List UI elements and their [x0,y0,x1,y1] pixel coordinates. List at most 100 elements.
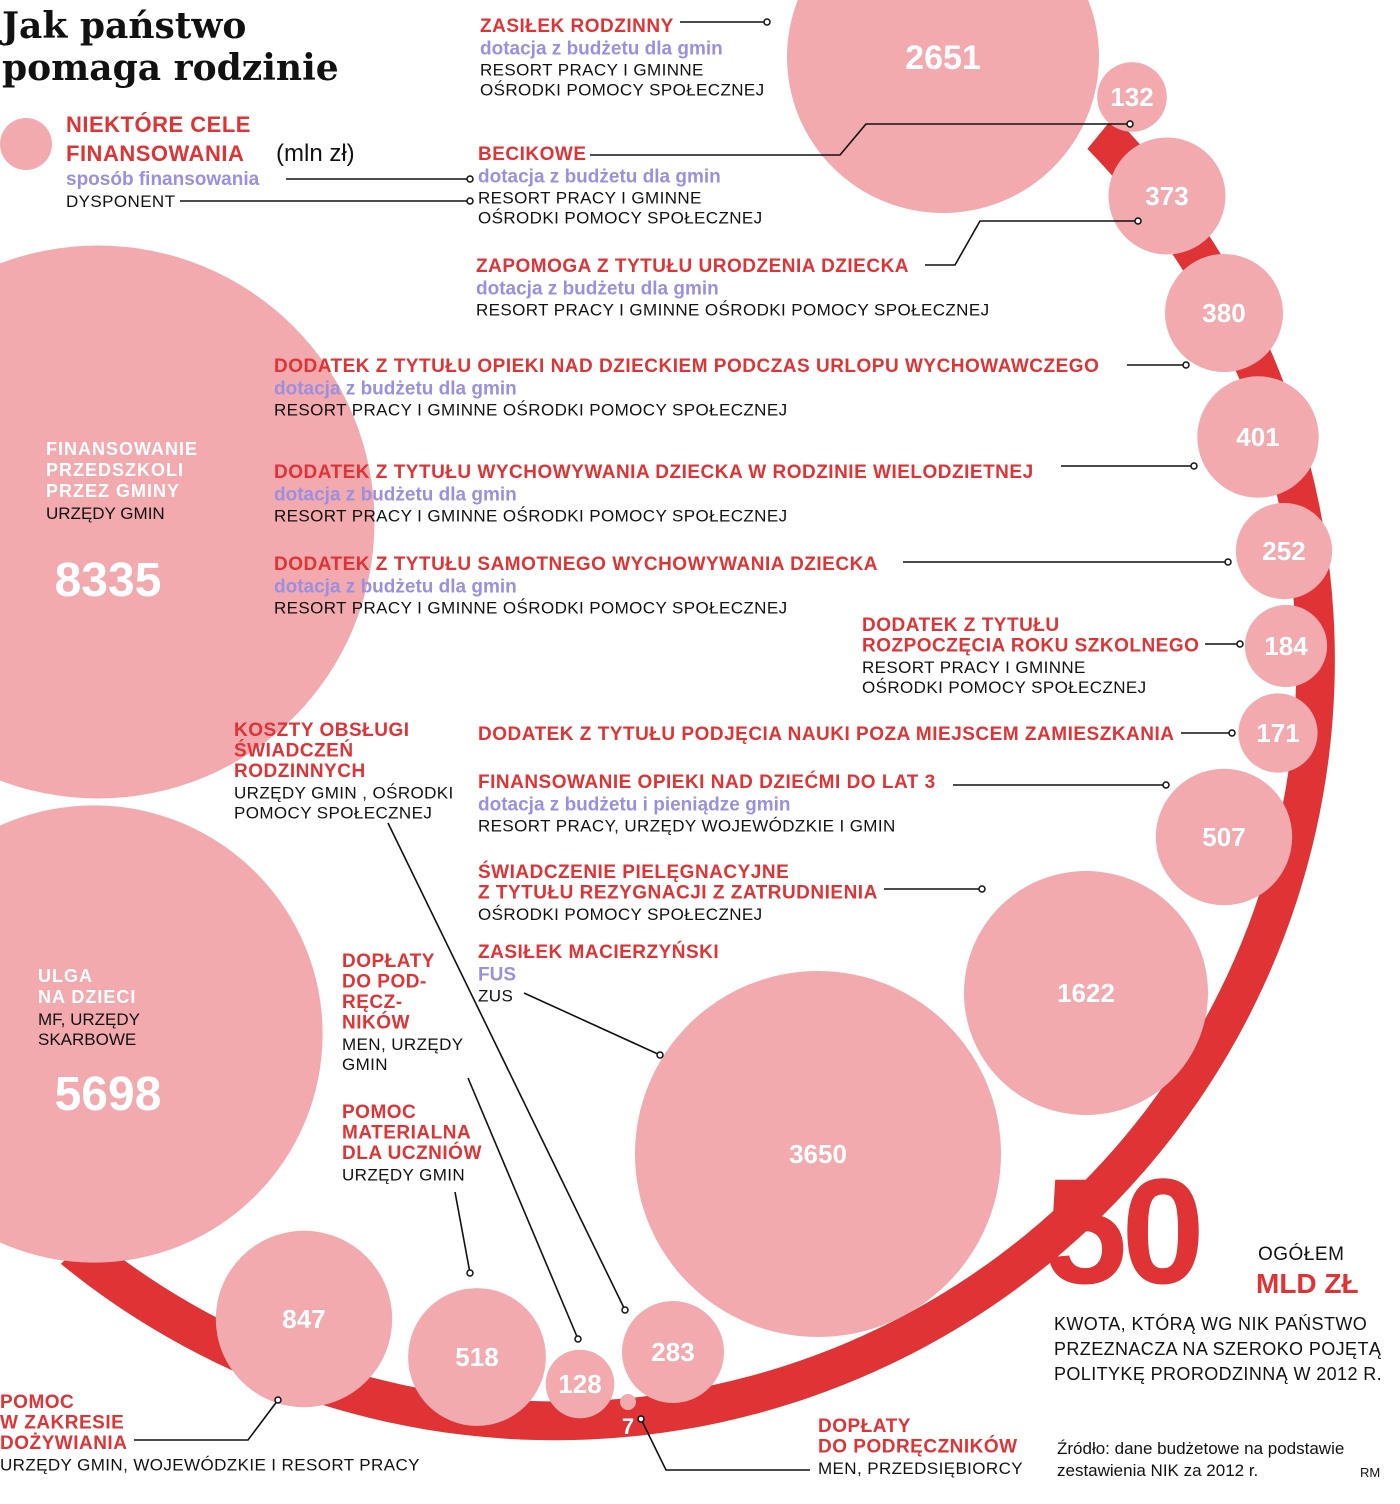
leader-dot [1236,640,1244,648]
leader-dot [763,18,771,26]
item-disposer: RESORT PRACY I GMINNE [478,189,702,208]
leader-dot [978,885,986,893]
leader-line [640,1418,810,1471]
legend-bubble [0,118,52,170]
item-name: DODATEK Z TYTUŁU SAMOTNEGO WYCHOWYWANIA … [274,554,878,575]
bubble-value: 847 [282,1304,325,1334]
leader-line [590,123,1130,156]
item-method: dotacja z budżetu dla gmin [476,279,719,300]
item-name: PRZEZ GMINY [46,481,180,501]
item-disposer: OŚRODKI POMOCY SPOŁECZNEJ [480,81,765,100]
bubble [0,805,323,1263]
item-disposer: POMOCY SPOŁECZNEJ [234,804,432,823]
bubble [620,1394,636,1410]
leader-dot [574,1335,582,1343]
item-name: DO PODRĘCZNIKÓW [818,1436,1018,1458]
bubble [1244,604,1328,688]
item-name: MATERIALNA [342,1123,471,1144]
leader-dot [656,1051,664,1059]
item-name: DODATEK Z TYTUŁU OPIEKI NAD DZIECKIEM PO… [274,356,1099,377]
legend-label: NIEKTÓRE CELE FINANSOWANIA [66,112,258,166]
bubble [1097,62,1167,132]
item-name: ZASIŁEK MACIERZYŃSKI [478,941,719,963]
bubble-value: 184 [1264,631,1308,661]
item-disposer: RESORT PRACY, URZĘDY WOJEWÓDZKIE I GMIN [478,817,896,836]
bubble [408,1288,546,1426]
item-disposer: RESORT PRACY I GMINNE OŚRODKI POMOCY SPO… [274,401,787,420]
legend-unit: (mln zł) [276,140,355,167]
bubble [1197,376,1319,498]
item-disposer: MEN, PRZEDSIĘBIORCY [818,1459,1023,1478]
item-method: dotacja z budżetu dla gmin [478,167,721,188]
item-name: DO POD- [342,972,427,993]
leader-dot [621,1306,629,1314]
item-name: DOPŁATY [818,1416,911,1437]
bubble-value: 380 [1202,298,1245,328]
item-name: ROZPOCZĘCIA ROKU SZKOLNEGO [862,636,1199,657]
item-name: ŚWIADCZEŃ [234,740,354,762]
page-title: Jak państwo pomaga rodzinie [0,5,339,89]
item-name: Z TYTUŁU REZYGNACJI Z ZATRUDNIENIA [478,883,878,904]
item-disposer: URZĘDY GMIN , OŚRODKI [234,784,454,803]
bubble [215,1230,393,1408]
bubble-value: 8335 [55,554,162,607]
item-disposer: RESORT PRACY I GMINNE [862,658,1086,677]
bubble-value: 5698 [55,1068,162,1121]
bubble [1235,502,1333,600]
item-name: FINANSOWANIE [46,439,198,459]
item-name: DLA UCZNIÓW [342,1142,482,1164]
bubble-value: 2651 [905,39,981,77]
bubble-value: 283 [651,1337,694,1367]
leader-line [523,992,661,1056]
item-name: BECIKOWE [478,144,587,165]
leader-line [387,822,626,1311]
item-disposer: OŚRODKI POMOCY SPOŁECZNEJ [478,209,763,228]
bubble-value: 128 [558,1369,601,1399]
bubbles-group [0,0,1333,1426]
total-description: KWOTA, KTÓRĄ WG NIK PAŃSTWO PRZEZNACZA N… [1054,1313,1387,1384]
item-method: dotacja z budżetu dla gmin [274,577,517,598]
bubble [545,1349,615,1419]
leader-line [134,1399,279,1441]
source-note: Źródło: dane budżetowe na podstawie zest… [1057,1439,1349,1480]
leader-line [467,1077,579,1340]
author-initials: RM [1360,1465,1380,1480]
item-name: RODZINNYCH [234,761,366,782]
item-name: NIKÓW [342,1012,410,1034]
leader-dot [1190,462,1198,470]
leader-dot [1162,781,1170,789]
item-disposer: URZĘDY GMIN [342,1166,465,1185]
bubble-value: 132 [1110,82,1153,112]
item-disposer: GMIN [342,1055,388,1074]
item-name: FINANSOWANIE OPIEKI NAD DZIEĆMI DO LAT 3 [478,771,936,793]
bubble-value: 518 [455,1342,498,1372]
bubble-value: 171 [1256,718,1299,748]
leader-line [454,1191,471,1274]
leader-dot [1224,558,1232,566]
bubble-value: 7 [622,1414,634,1439]
item-name: DOŻYWIANIA [0,1433,127,1454]
item-name: RĘCZ- [342,992,403,1013]
item-method: dotacja z budżetu dla gmin [274,485,517,506]
item-disposer: RESORT PRACY I GMINNE OŚRODKI POMOCY SPO… [476,301,989,320]
total-value: 50 [1044,1147,1199,1315]
bubble [0,245,375,799]
leader-dot [1126,120,1134,128]
item-disposer: URZĘDY GMIN [46,504,165,523]
item-disposer: RESORT PRACY I GMINNE OŚRODKI POMOCY SPO… [274,599,787,618]
item-disposer: MF, URZĘDY [38,1010,140,1029]
item-disposer: ZUS [478,987,513,1006]
bubble [1108,137,1226,255]
bubble-value: 252 [1262,536,1305,566]
legend-disposer-dot [466,197,474,205]
leader-line [925,220,1138,266]
item-name: DODATEK Z TYTUŁU [862,615,1060,636]
item-name: DODATEK Z TYTUŁU WYCHOWYWANIA DZIECKA W … [274,462,1034,483]
leader-lines [134,18,1244,1471]
item-name: DODATEK Z TYTUŁU PODJĘCIA NAUKI POZA MIE… [478,724,1174,745]
bubble-value: 1622 [1057,978,1115,1008]
item-name: NA DZIECI [38,987,136,1007]
item-name: ZASIŁEK RODZINNY [480,16,674,37]
item-disposer: OŚRODKI POMOCY SPOŁECZNEJ [478,905,763,924]
